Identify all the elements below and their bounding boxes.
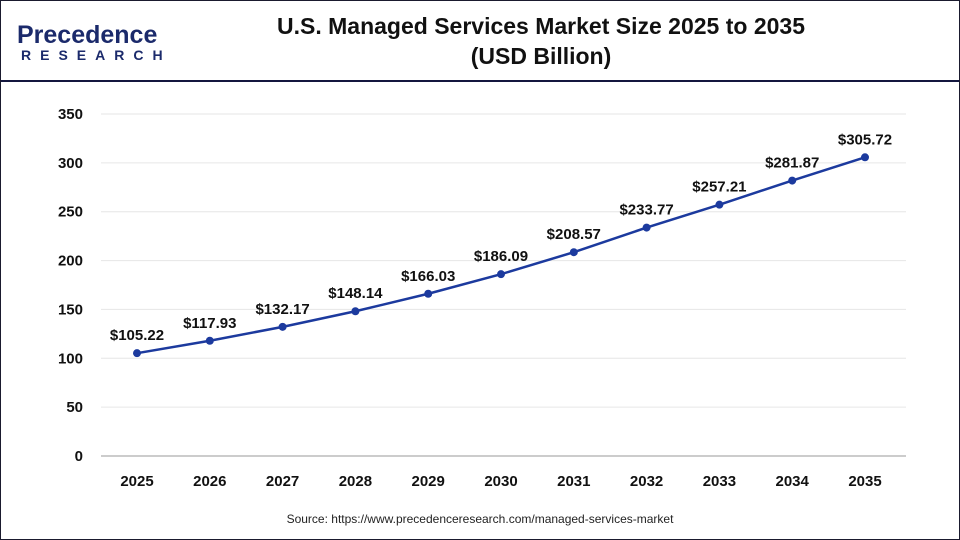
y-tick-label: 100 [58, 350, 83, 367]
x-tick-label: 2029 [412, 473, 445, 490]
data-point [351, 307, 360, 316]
data-label: $257.21 [692, 179, 746, 196]
data-label: $281.87 [765, 155, 819, 172]
data-label: $132.17 [255, 301, 309, 318]
chart-title-line2: (USD Billion) [470, 43, 612, 69]
data-point [424, 289, 433, 298]
data-point [497, 270, 505, 279]
y-tick-label: 300 [58, 155, 83, 172]
x-tick-label: 2028 [339, 473, 372, 490]
x-tick-label: 2026 [193, 473, 226, 490]
logo: Precedence RESEARCH [17, 21, 172, 64]
logo-line2: RESEARCH [21, 47, 172, 63]
y-tick-label: 150 [58, 301, 83, 318]
y-tick-label: 50 [66, 399, 83, 416]
data-label: $208.57 [547, 226, 601, 243]
x-tick-label: 2035 [848, 473, 881, 490]
data-point [205, 336, 214, 345]
y-tick-label: 200 [58, 253, 83, 270]
data-point [861, 153, 869, 162]
chart-title: U.S. Managed Services Market Size 2025 t… [261, 11, 821, 71]
header: Precedence RESEARCH U.S. Managed Service… [1, 1, 959, 82]
data-point [788, 176, 797, 185]
data-label: $305.72 [838, 131, 892, 148]
x-tick-label: 2025 [120, 473, 153, 490]
x-tick-label: 2032 [630, 473, 663, 490]
data-label: $166.03 [401, 268, 455, 285]
data-label: $105.22 [110, 327, 164, 344]
data-label: $186.09 [474, 248, 528, 265]
x-tick-label: 2027 [266, 473, 299, 490]
logo-line1: Precedence [17, 21, 158, 49]
source-text: Source: https://www.precedenceresearch.c… [286, 512, 674, 526]
x-tick-label: 2034 [776, 473, 810, 490]
data-point [133, 349, 141, 358]
x-tick-label: 2030 [484, 473, 517, 490]
x-tick-label: 2031 [557, 473, 590, 490]
data-point [715, 200, 724, 209]
data-point [569, 248, 578, 257]
data-label: $148.14 [328, 285, 383, 302]
y-tick-label: 250 [58, 204, 83, 221]
data-point [642, 223, 651, 232]
x-tick-label: 2033 [703, 473, 736, 490]
data-label: $233.77 [619, 202, 673, 219]
data-label: $117.93 [183, 315, 236, 332]
data-point [278, 322, 287, 331]
y-tick-label: 0 [75, 448, 83, 465]
chart-title-line1: U.S. Managed Services Market Size 2025 t… [277, 13, 805, 39]
y-tick-label: 350 [58, 106, 83, 123]
